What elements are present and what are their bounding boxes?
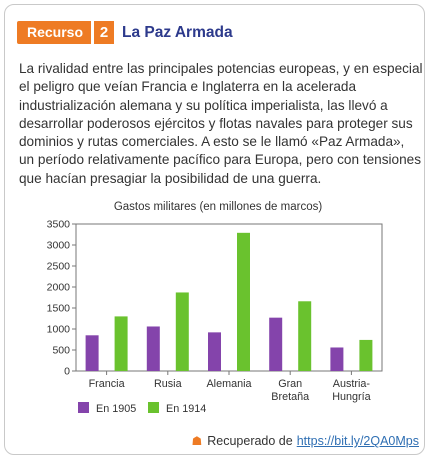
- y-tick-label: 2000: [47, 282, 71, 294]
- source-label: Recuperado de: [207, 434, 293, 448]
- bar-1914: [175, 292, 189, 371]
- x-tick-label: Austria-: [333, 378, 371, 390]
- body-paragraph: La rivalidad entre las principales poten…: [19, 61, 423, 186]
- legend-swatch: [148, 402, 159, 413]
- bar-1914: [237, 232, 250, 371]
- y-tick-label: 1500: [47, 303, 71, 315]
- resource-badge: Recurso: [17, 21, 92, 44]
- x-tick-label: Gran: [278, 378, 302, 390]
- house-icon: ☗: [191, 434, 203, 448]
- y-tick-label: 1000: [47, 324, 71, 336]
- x-tick-label: Francia: [89, 378, 125, 390]
- chart-title: Gastos militares (en millones de marcos): [114, 201, 323, 213]
- legend-label: En 1914: [166, 403, 206, 415]
- legend-swatch: [78, 402, 89, 413]
- x-tick-label: Hungría: [332, 391, 370, 403]
- y-tick-label: 3500: [47, 219, 71, 231]
- y-tick-label: 500: [52, 345, 70, 357]
- source-link[interactable]: https://bit.ly/2QA0Mps: [296, 434, 419, 448]
- bar-1914: [114, 316, 128, 371]
- x-tick-label: Rusia: [154, 378, 182, 390]
- y-tick-label: 2500: [47, 261, 71, 273]
- card-header: Recurso 2 La Paz Armada: [17, 21, 233, 44]
- resource-number: 2: [94, 21, 115, 44]
- bar-1905: [208, 332, 221, 371]
- bar-1914: [298, 301, 312, 371]
- y-tick-label: 3000: [47, 240, 71, 252]
- legend-label: En 1905: [96, 403, 136, 415]
- bar-1905: [269, 317, 283, 371]
- source-credit: ☗ Recuperado de https://bit.ly/2QA0Mps: [191, 434, 419, 448]
- bar-1914: [359, 339, 373, 371]
- y-tick-label: 0: [64, 366, 70, 378]
- x-tick-label: Alemania: [206, 378, 251, 390]
- bar-1905: [330, 347, 344, 371]
- bar-1905: [146, 326, 160, 371]
- resource-card: Recurso 2 La Paz Armada La rivalidad ent…: [4, 4, 425, 455]
- bar-1905: [85, 335, 99, 371]
- card-title: La Paz Armada: [122, 23, 233, 41]
- x-tick-label: Bretaña: [271, 391, 309, 403]
